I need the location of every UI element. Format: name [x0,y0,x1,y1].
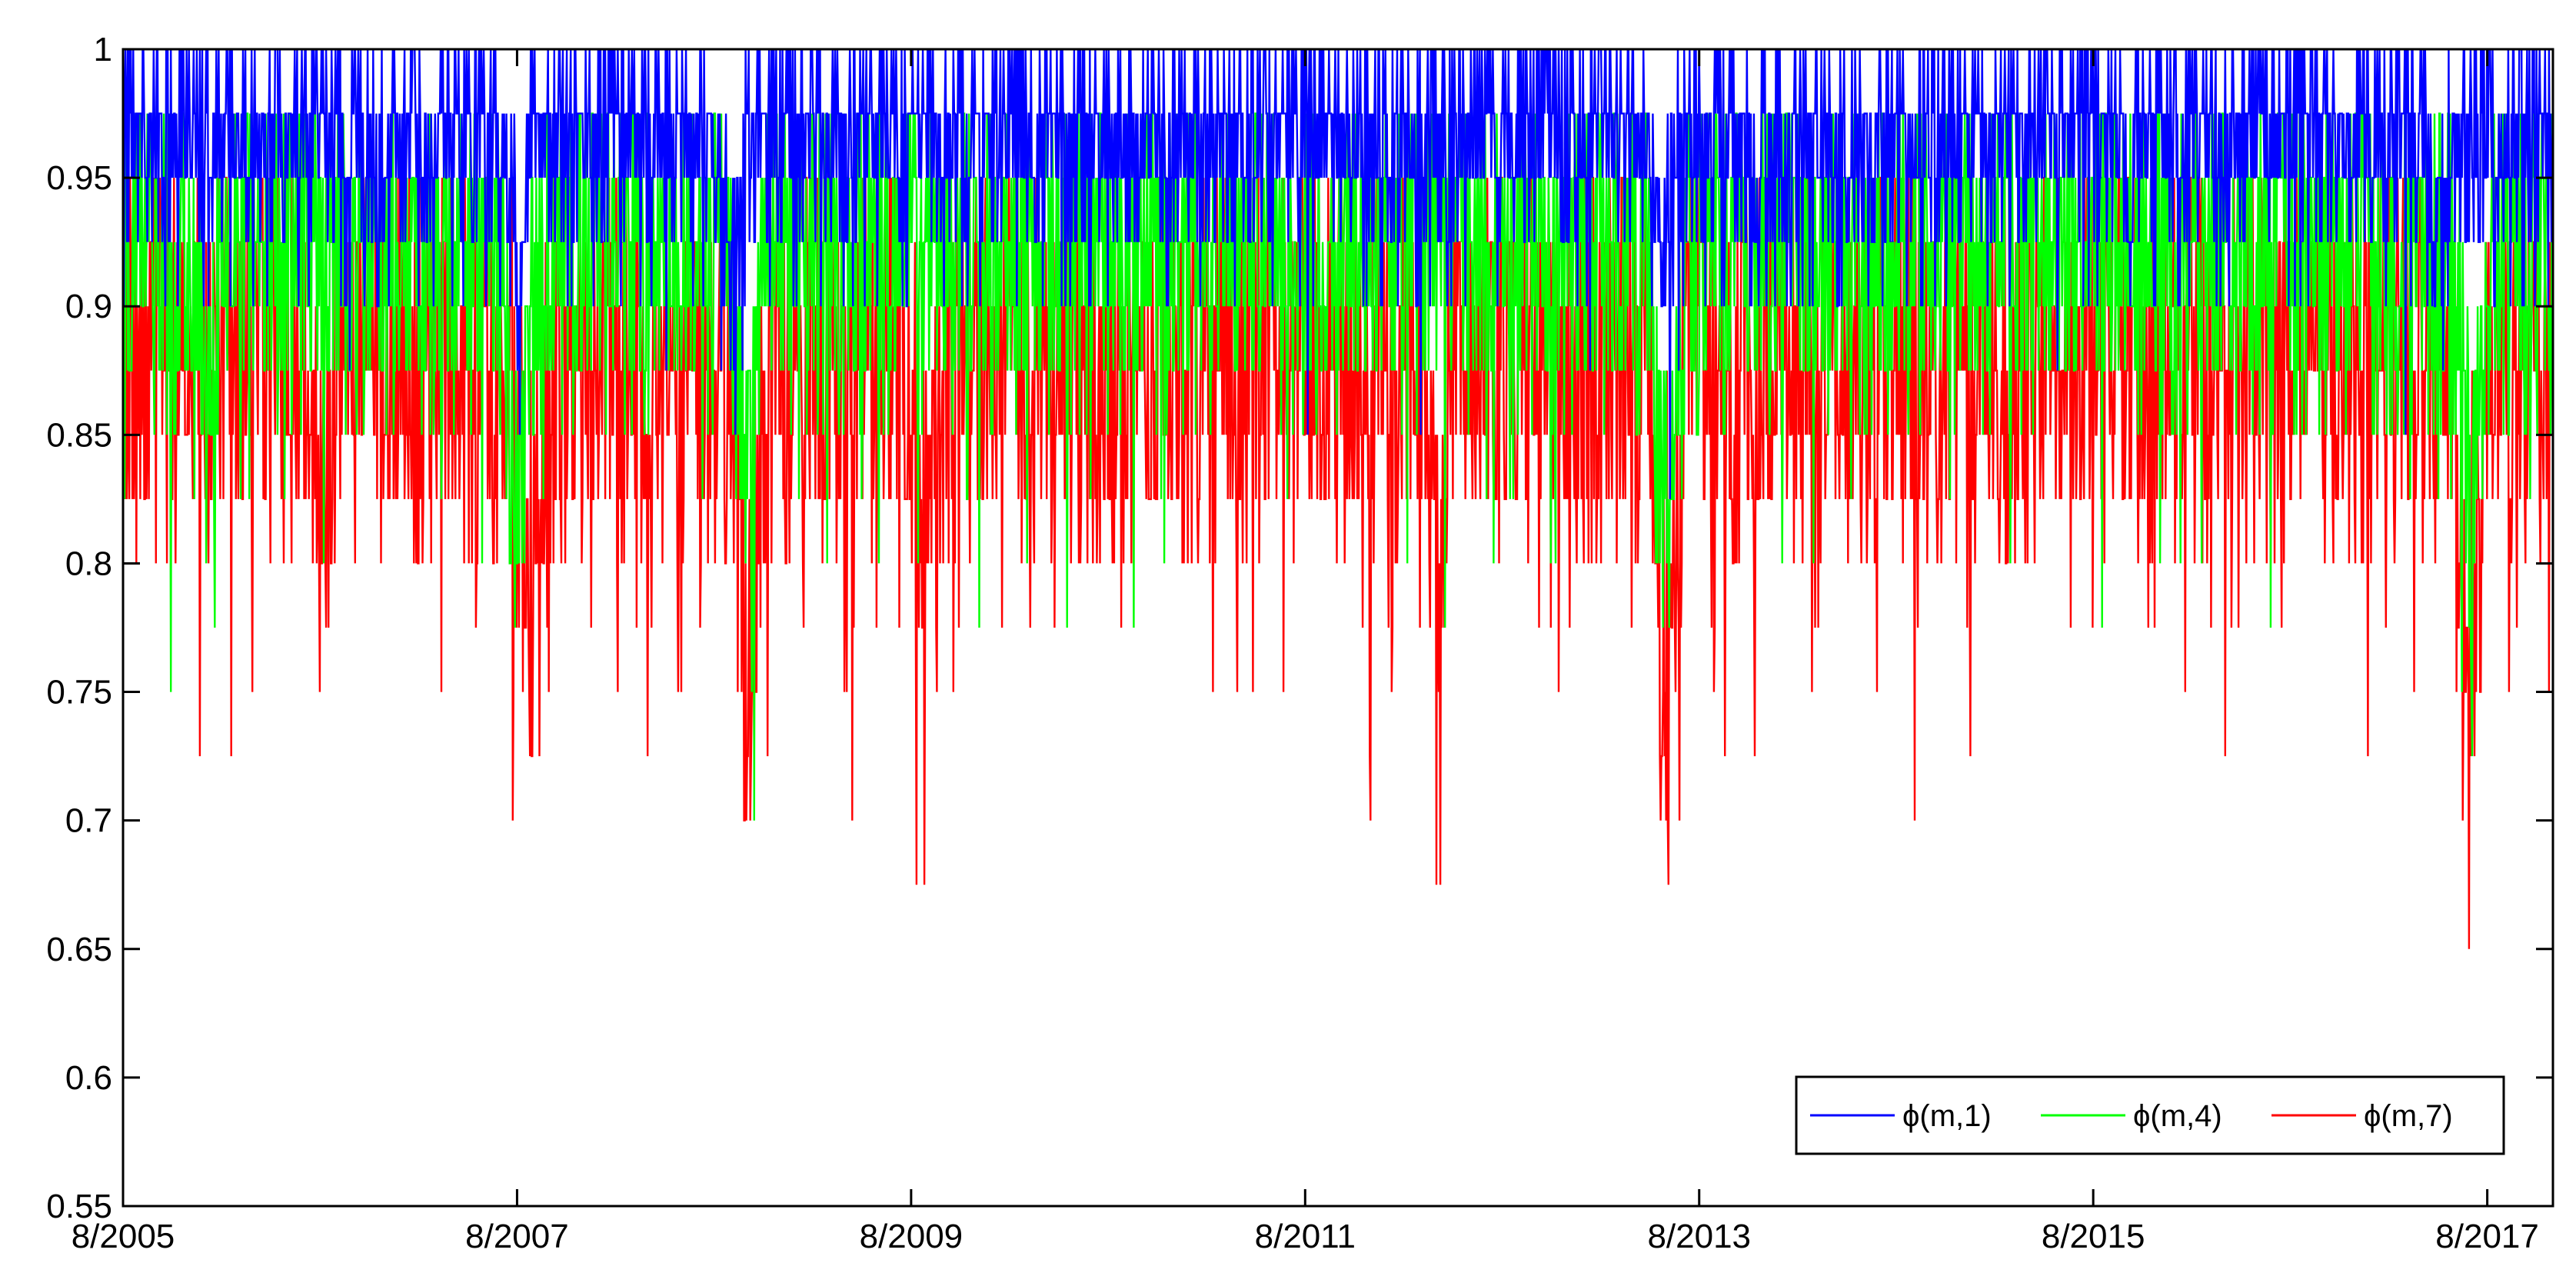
series-line-1 [121,48,2554,499]
y-tick-label: 1 [94,31,112,68]
y-tick-label: 0.55 [46,1188,112,1225]
y-tick-label: 0.6 [65,1059,112,1097]
y-tick-label: 0.9 [65,288,112,325]
x-tick-label: 8/2009 [860,1218,964,1255]
x-tick-label: 8/2013 [1647,1218,1751,1255]
y-tick-label: 0.95 [46,159,112,197]
ticks-layer: 0.55 0.6 0.65 0.7 0.75 0.8 0.85 0.9 0.95 1 8/2005 8… [46,31,2553,1255]
legend-label-1: ϕ(m,1) [1902,1099,1992,1133]
legend-box [1795,1075,2505,1155]
legend-label-2: ϕ(m,4) [2133,1099,2222,1133]
series-layer [121,48,2554,949]
legend: ϕ(m,1) ϕ(m,4) ϕ(m,7) [1795,1075,2505,1155]
x-tick-label: 8/2015 [2042,1218,2145,1255]
x-tick-label: 8/2017 [2435,1218,2539,1255]
axes-box [121,48,2554,1208]
y-tick-label: 0.7 [65,802,112,840]
y-tick-label: 0.75 [46,674,112,711]
x-tick-label: 8/2011 [1255,1218,1356,1255]
y-tick-label: 0.85 [46,416,112,454]
series-line-2 [121,112,2554,821]
x-tick-label: 8/2007 [465,1218,569,1255]
y-tick-label: 0.65 [46,931,112,968]
legend-label-3: ϕ(m,7) [2364,1099,2453,1133]
x-tick-label: 8/2005 [72,1218,175,1255]
y-tick-label: 0.8 [65,545,112,582]
